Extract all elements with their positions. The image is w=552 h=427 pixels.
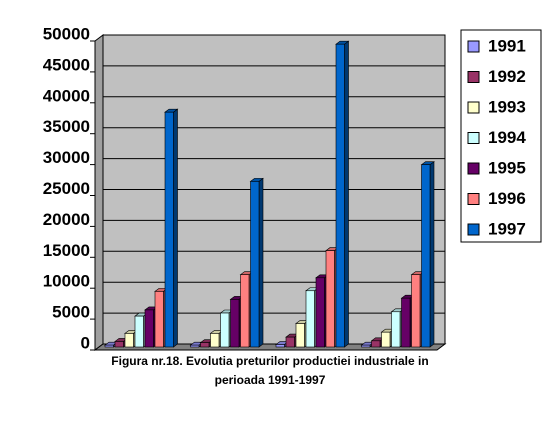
bar [144,309,154,348]
bar [411,274,421,348]
bar [305,290,315,348]
bar [200,342,210,348]
y-tick-label: 45000 [43,55,90,74]
y-tick-label: 25000 [43,179,90,198]
y-tick-label: 20000 [43,210,90,229]
legend-swatch [467,162,480,175]
legend-swatch [467,193,480,205]
bar [295,323,305,348]
y-tick-label: 10000 [43,272,90,291]
legend-label: 1997 [488,219,526,238]
bar-side [173,108,178,348]
bar [335,43,345,348]
bar-side [429,161,435,348]
legend-label: 1995 [488,158,526,177]
bar [104,344,114,348]
bar [164,111,174,348]
bar [210,333,220,348]
bar [114,341,124,348]
legend-swatch [467,40,480,53]
y-tick-label: 0 [81,333,90,352]
y-tick-label: 50000 [43,24,90,43]
caption: Figura nr.18. Evolutia preturilor produc… [111,354,429,387]
bar-side [258,177,264,348]
bar [275,344,285,348]
bar [371,340,381,348]
y-tick-label: 35000 [43,117,90,136]
side-wall [94,34,104,351]
bar [240,274,250,348]
y-tick-label: 15000 [43,241,90,260]
bars [104,40,435,348]
bar [401,297,411,348]
bar [381,331,391,348]
bar [250,181,260,348]
bar [220,312,230,348]
legend-swatch [467,223,480,236]
legend-label: 1996 [488,189,526,208]
bar [134,315,144,348]
bar-side [344,40,349,348]
bar [361,344,371,348]
legend-swatch [467,101,480,114]
legend-label: 1991 [488,36,526,55]
legend-label: 1993 [488,97,526,116]
bar [391,311,401,348]
bar [230,299,240,348]
y-tick-label: 5000 [52,303,90,322]
y-tick-label: 30000 [43,148,90,167]
legend-swatch [467,132,480,144]
bar [190,344,200,348]
legend-label: 1994 [488,128,526,147]
bar [421,164,431,348]
legend-label: 1992 [488,67,526,86]
y-tick-label: 40000 [43,86,90,105]
legend-swatch [467,71,480,83]
bar [285,336,295,348]
bar [154,291,164,348]
legend-entries: 1991 1992 1993 1994 1995 1996 1997 [467,36,526,238]
bar [325,250,335,348]
bar [315,277,325,348]
bar [124,333,134,348]
